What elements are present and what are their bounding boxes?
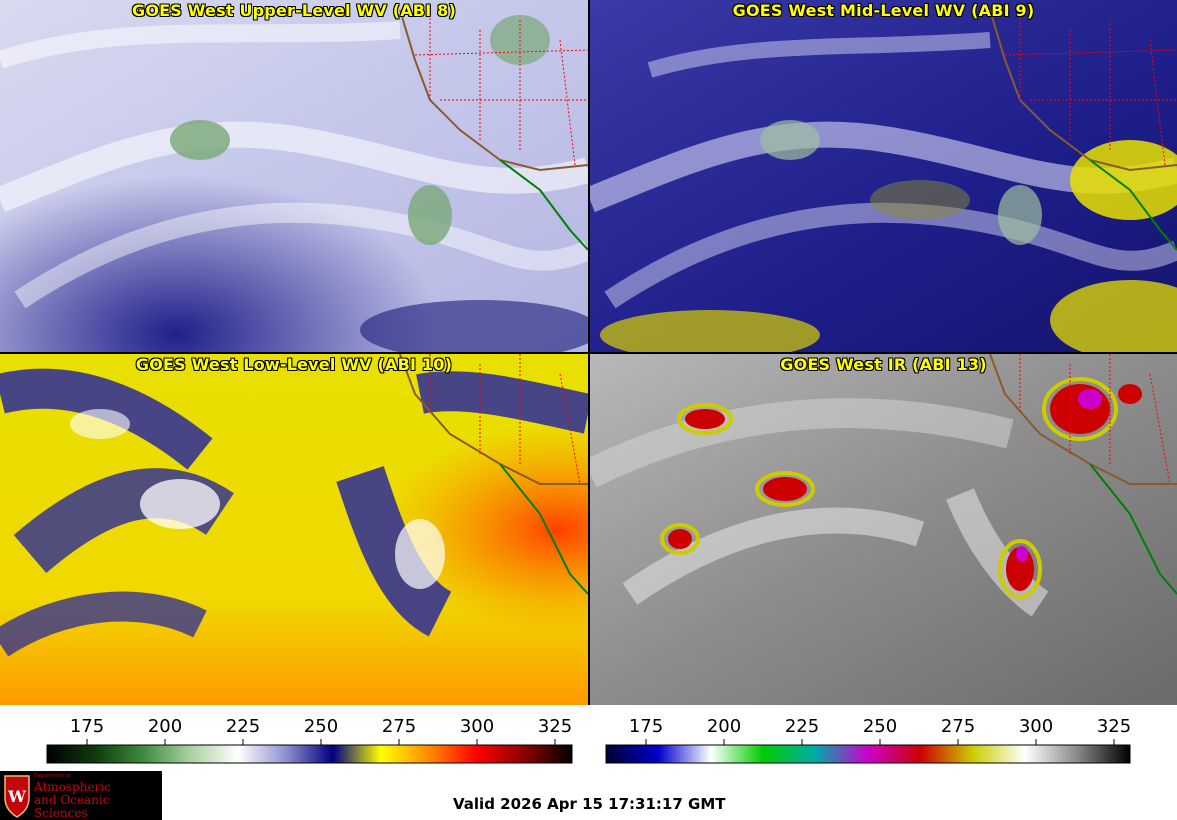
upper-level-wv-image xyxy=(0,0,588,352)
logo-name: Atmospheric and Oceanic Sciences xyxy=(34,781,162,820)
svg-text:W: W xyxy=(7,787,27,806)
colorbar-tick-label: 175 xyxy=(629,716,663,737)
ir-colorbar-graphic: 175 200 225 250 275 300 325 xyxy=(605,716,1131,764)
ir-image xyxy=(590,354,1177,705)
colorbar-tick-label: 325 xyxy=(538,716,572,737)
aos-logo: W Department of Atmospheric and Oceanic … xyxy=(0,771,162,820)
panel-title: GOES West IR (ABI 13) xyxy=(780,355,987,374)
low-level-wv-panel: GOES West Low-Level WV (ABI 10) xyxy=(0,354,588,705)
colorbar-tick-label: 225 xyxy=(785,716,819,737)
ir-panel: GOES West IR (ABI 13) xyxy=(590,354,1177,705)
ir-colorbar: 175 200 225 250 275 300 325 xyxy=(590,705,1177,765)
logo-line1: Atmospheric xyxy=(34,780,111,794)
panel-title: GOES West Upper-Level WV (ABI 8) xyxy=(132,1,456,20)
panel-title: GOES West Mid-Level WV (ABI 9) xyxy=(732,1,1035,20)
satellite-image-grid: GOES West Upper-Level WV (ABI 8) xyxy=(0,0,1177,705)
mid-level-wv-panel: GOES West Mid-Level WV (ABI 9) xyxy=(590,0,1177,352)
upper-level-wv-panel: GOES West Upper-Level WV (ABI 8) xyxy=(0,0,588,352)
panel-title: GOES West Low-Level WV (ABI 10) xyxy=(135,355,453,374)
colorbar-tick-label: 250 xyxy=(863,716,897,737)
colorbar-tick-label: 200 xyxy=(148,716,182,737)
wv-colorbar-graphic: 175 200 225 250 275 300 325 xyxy=(46,716,573,764)
colorbar-tick-label: 325 xyxy=(1097,716,1131,737)
mid-level-wv-image xyxy=(590,0,1177,352)
low-level-wv-image xyxy=(0,354,588,705)
valid-time: Valid 2026 Apr 15 17:31:17 GMT xyxy=(453,795,726,813)
colorbar-tick-label: 300 xyxy=(460,716,494,737)
colorbar-tick-label: 225 xyxy=(226,716,260,737)
uw-crest-icon: W xyxy=(4,775,30,818)
colorbar-tick-label: 175 xyxy=(70,716,104,737)
logo-line2: and Oceanic Sciences xyxy=(34,793,110,820)
colorbar-tick-label: 200 xyxy=(707,716,741,737)
colorbar-tick-label: 250 xyxy=(304,716,338,737)
logo-dept: Department of xyxy=(34,773,71,779)
wv-colorbar: 175 200 225 250 275 300 325 xyxy=(0,705,588,765)
colorbar-tick-label: 300 xyxy=(1019,716,1053,737)
colorbar-tick-label: 275 xyxy=(382,716,416,737)
colorbar-tick-label: 275 xyxy=(941,716,975,737)
